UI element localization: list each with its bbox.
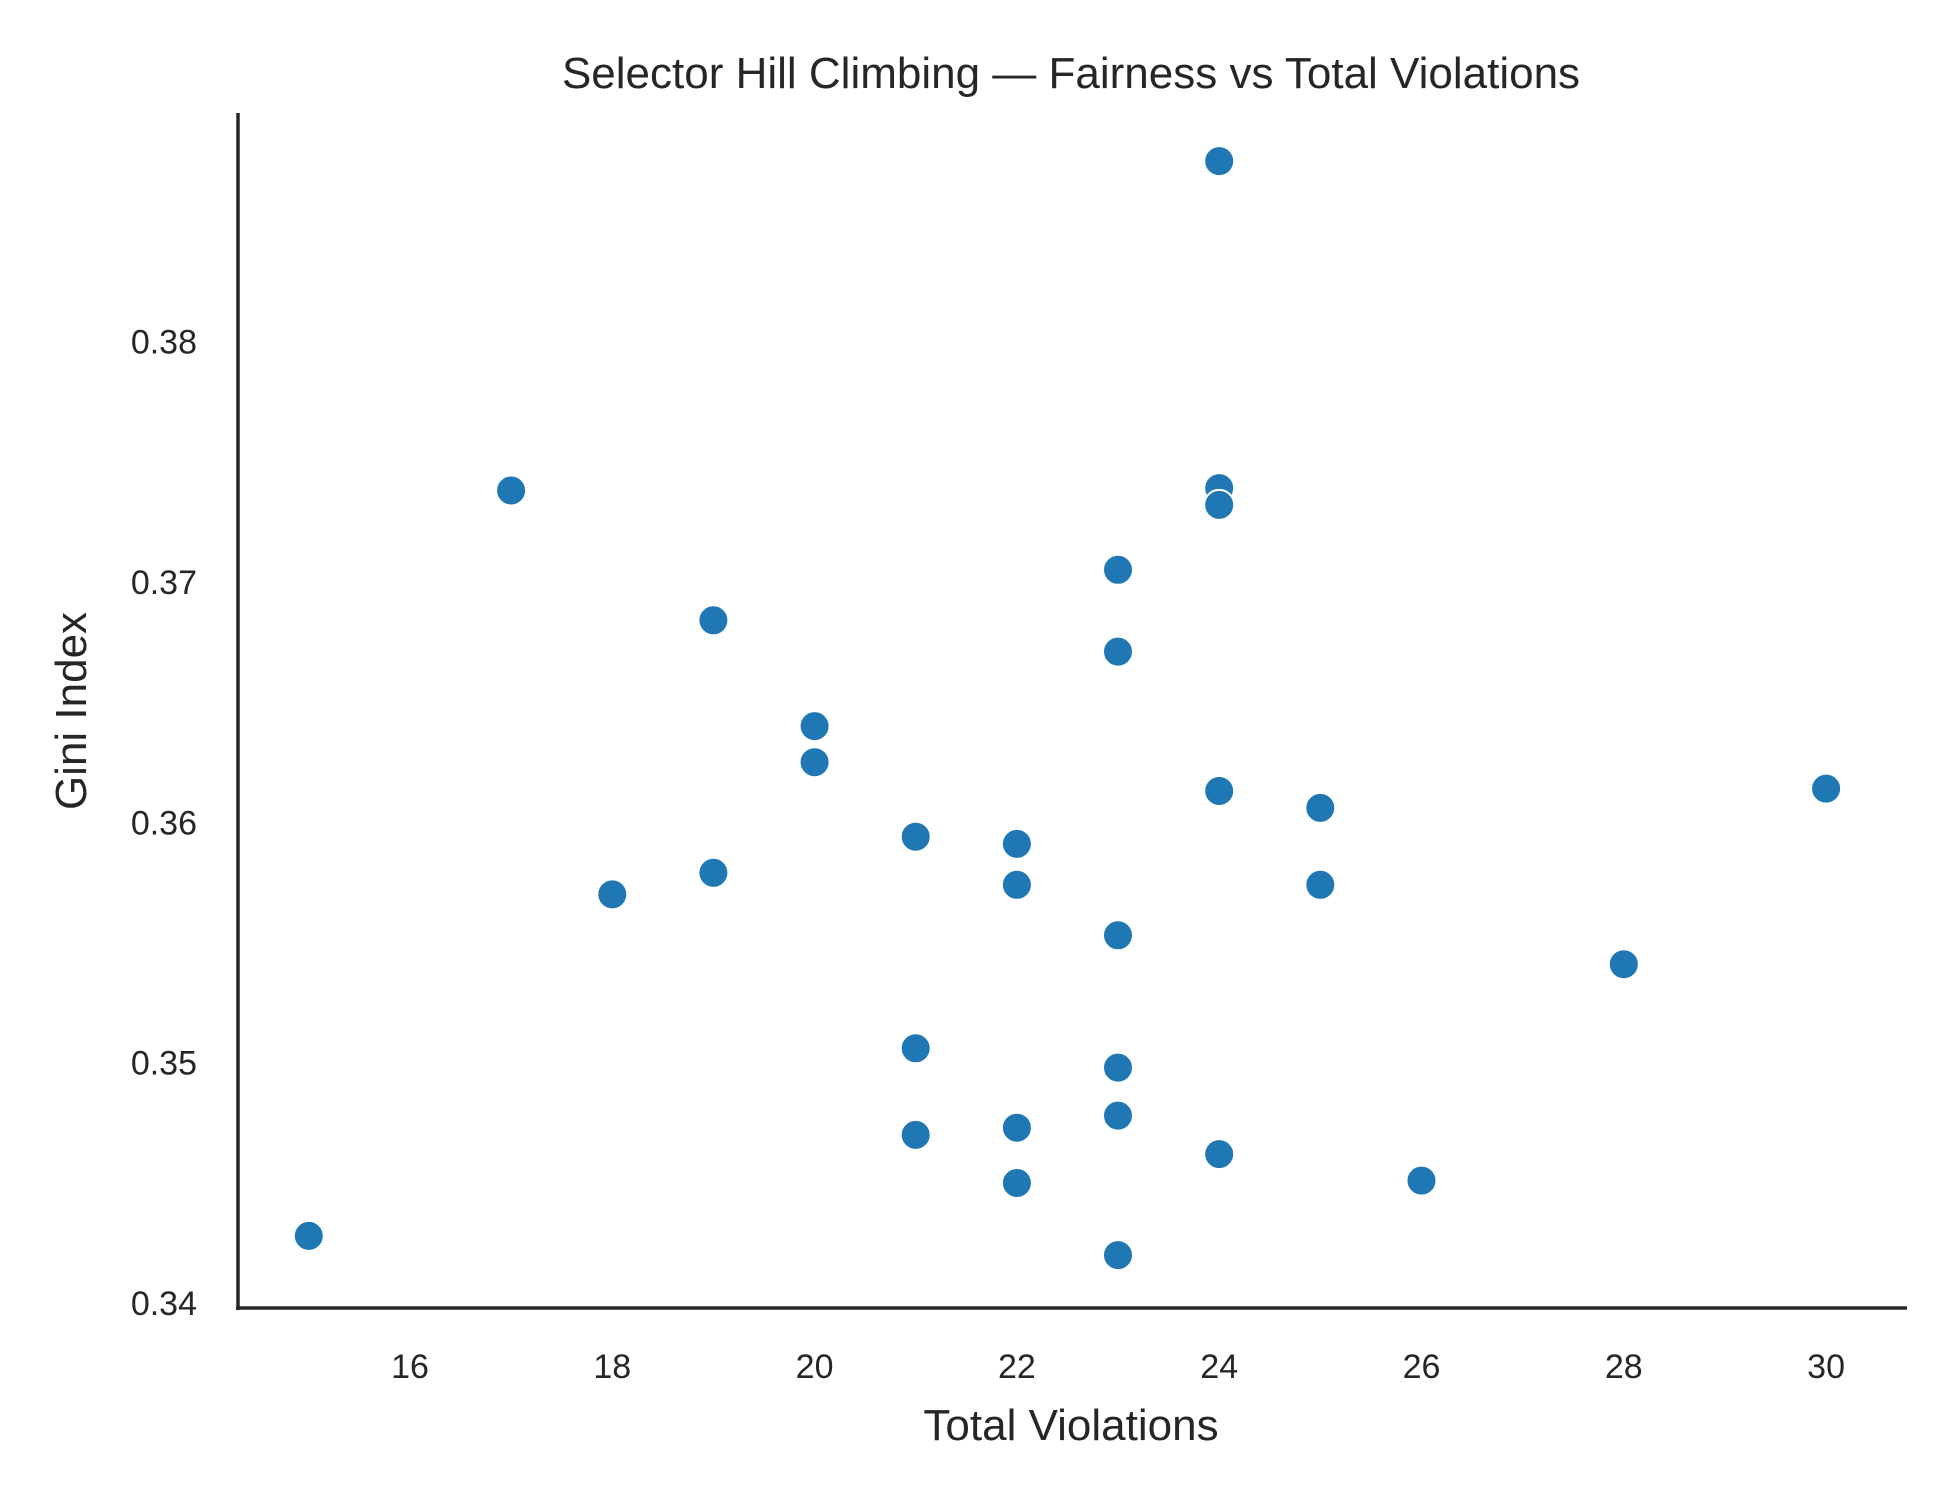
y-tick-labels: 0.34 0.35 0.36 0.37 0.38 <box>131 323 197 1323</box>
data-point-20 <box>1203 145 1236 178</box>
y-tick-label: 0.34 <box>131 1285 197 1323</box>
data-point-15 <box>1102 635 1134 668</box>
data-point-23 <box>1203 775 1236 807</box>
data-point-19 <box>1102 1239 1134 1272</box>
y-tick-label: 0.36 <box>131 804 197 842</box>
x-tick-label: 30 <box>1807 1348 1845 1386</box>
x-axis-label: Total Violations <box>923 1401 1218 1450</box>
data-point-5 <box>798 710 831 743</box>
x-tick-labels: 16 18 20 22 24 26 28 30 <box>391 1348 1845 1386</box>
data-point-29 <box>1810 772 1843 805</box>
data-point-12 <box>1000 1111 1033 1144</box>
x-tick-label: 26 <box>1403 1348 1441 1386</box>
y-tick-label: 0.37 <box>131 564 197 602</box>
data-point-26 <box>1304 868 1337 901</box>
x-tick-label: 16 <box>391 1348 429 1386</box>
data-point-2 <box>596 878 629 911</box>
y-tick-label: 0.35 <box>131 1045 197 1083</box>
data-point-18 <box>1102 1099 1134 1132</box>
data-point-8 <box>899 1032 932 1065</box>
x-tick-label: 28 <box>1605 1348 1643 1386</box>
data-point-24 <box>1203 1138 1236 1171</box>
data-point-13 <box>1000 1167 1033 1199</box>
data-point-1 <box>495 474 528 507</box>
data-point-0 <box>292 1219 325 1252</box>
data-point-4 <box>697 856 730 889</box>
data-point-27 <box>1405 1164 1438 1197</box>
data-points <box>292 145 1843 1272</box>
data-point-25 <box>1304 791 1337 824</box>
y-axis-label: Gini Index <box>47 612 96 810</box>
x-tick-label: 22 <box>998 1348 1036 1386</box>
data-point-7 <box>899 820 932 853</box>
chart-title: Selector Hill Climbing — Fairness vs Tot… <box>562 49 1580 98</box>
data-point-17 <box>1102 1051 1134 1084</box>
data-point-11 <box>1000 868 1033 901</box>
x-tick-label: 20 <box>796 1348 834 1386</box>
data-point-14 <box>1102 553 1134 586</box>
x-tick-label: 18 <box>593 1348 631 1386</box>
data-point-16 <box>1102 919 1134 952</box>
y-tick-label: 0.38 <box>131 323 197 361</box>
data-point-28 <box>1607 948 1640 981</box>
data-point-6 <box>798 746 831 779</box>
data-point-9 <box>899 1118 932 1151</box>
data-point-22 <box>1203 488 1236 521</box>
data-point-3 <box>697 604 730 637</box>
x-tick-label: 24 <box>1200 1348 1238 1386</box>
data-point-10 <box>1000 827 1033 860</box>
